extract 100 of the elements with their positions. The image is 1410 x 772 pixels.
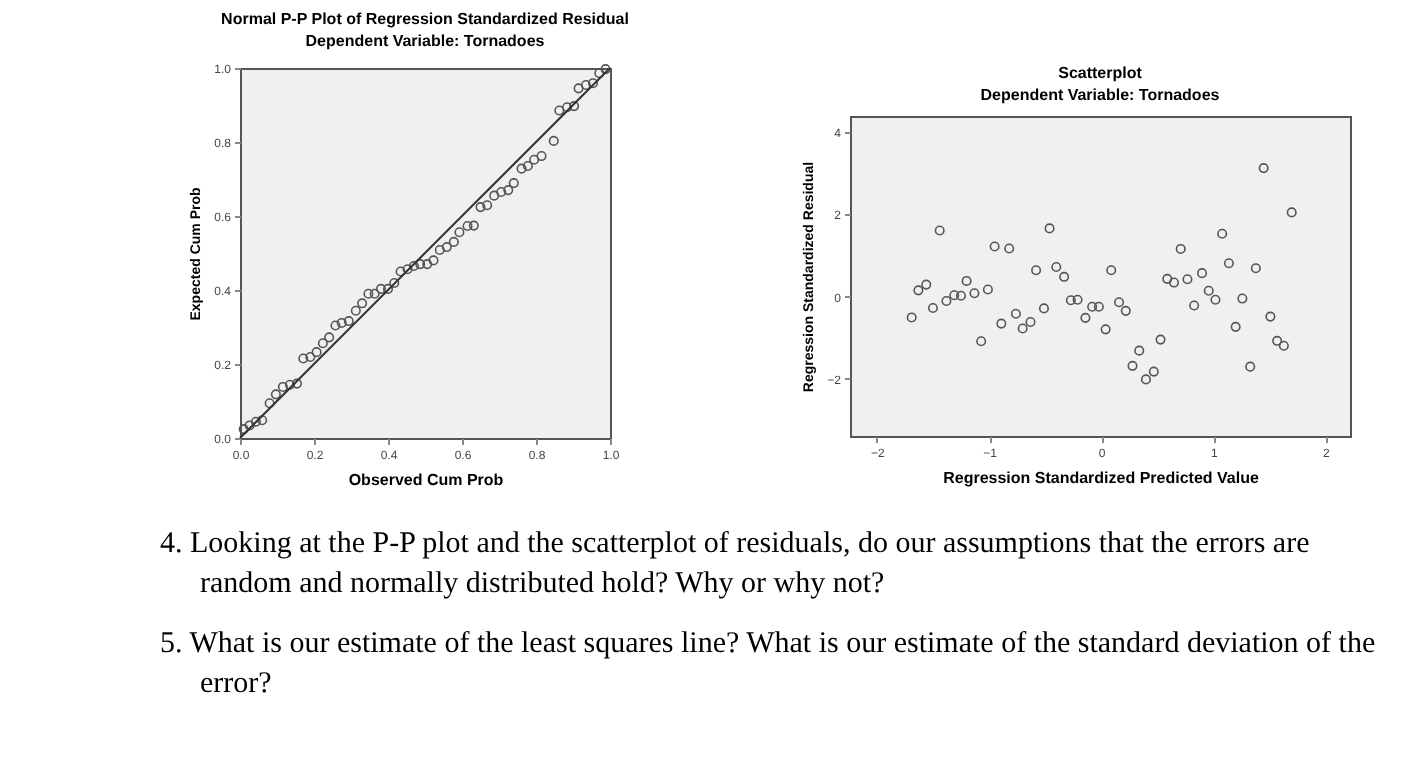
point xyxy=(277,381,288,392)
point xyxy=(996,318,1007,329)
point xyxy=(600,64,611,75)
point xyxy=(906,312,917,323)
point xyxy=(1114,297,1125,308)
point xyxy=(291,378,303,389)
point xyxy=(415,259,426,270)
point xyxy=(1031,265,1042,276)
point xyxy=(244,420,255,431)
point xyxy=(982,284,993,295)
point xyxy=(1072,294,1083,305)
point xyxy=(1140,374,1152,385)
point xyxy=(548,135,559,146)
point xyxy=(462,220,473,232)
point xyxy=(343,316,354,327)
point xyxy=(949,290,960,301)
chart-title: Normal P-P Plot of Regression Standardized Residual xyxy=(221,9,629,28)
point xyxy=(934,225,945,236)
point xyxy=(1189,300,1200,311)
point xyxy=(475,202,486,213)
point xyxy=(1250,263,1261,274)
point xyxy=(1245,361,1256,372)
point xyxy=(468,220,479,231)
point xyxy=(298,353,309,364)
point xyxy=(1175,243,1186,254)
point xyxy=(1217,228,1228,239)
x-axis-title: Regression Standardized Predicted Value xyxy=(943,469,1260,487)
point xyxy=(1278,340,1289,351)
point xyxy=(1265,311,1276,322)
chart-title: Scatterplot xyxy=(1058,64,1143,82)
point xyxy=(516,163,527,174)
point xyxy=(317,338,328,349)
point xyxy=(1025,316,1036,327)
point xyxy=(1155,334,1166,345)
point xyxy=(1017,323,1028,334)
point xyxy=(1162,273,1173,284)
point xyxy=(496,186,507,197)
point xyxy=(1087,301,1098,312)
point xyxy=(311,347,322,358)
point xyxy=(1168,277,1180,288)
point xyxy=(264,398,275,409)
point xyxy=(1127,360,1138,371)
point xyxy=(448,236,459,247)
point xyxy=(422,259,433,270)
point xyxy=(1080,312,1091,323)
point xyxy=(554,105,565,116)
point xyxy=(1134,345,1145,356)
point xyxy=(961,275,972,286)
point xyxy=(955,290,967,301)
point xyxy=(1210,294,1221,305)
point xyxy=(375,283,387,294)
point xyxy=(441,242,452,253)
point xyxy=(927,302,938,314)
point xyxy=(324,332,335,343)
point xyxy=(1059,271,1070,282)
point xyxy=(580,79,591,91)
point xyxy=(1182,274,1193,285)
point xyxy=(976,336,987,347)
point xyxy=(503,185,514,196)
point xyxy=(434,245,445,256)
point xyxy=(1203,285,1214,296)
point xyxy=(330,320,341,331)
point xyxy=(336,317,347,328)
point xyxy=(395,266,406,277)
point xyxy=(402,264,413,275)
point xyxy=(1120,305,1131,316)
point xyxy=(408,260,419,271)
point xyxy=(1093,301,1104,312)
text: 5. What is our estimate of the least squares line? What is our estimate of the standard deviation of the error? xyxy=(160,626,1378,704)
point xyxy=(562,102,573,113)
point xyxy=(1038,303,1049,314)
point xyxy=(270,389,281,400)
point xyxy=(989,241,1000,252)
point xyxy=(454,227,465,238)
point xyxy=(569,101,580,112)
point xyxy=(305,351,316,362)
point xyxy=(1286,207,1297,218)
point xyxy=(508,178,519,189)
x-axis-title: Observed Cum Prob xyxy=(348,471,504,489)
point xyxy=(250,416,261,427)
point xyxy=(1237,293,1248,304)
chart-subtitle: Dependent Variable: Tornadoes xyxy=(305,31,546,50)
point xyxy=(363,288,374,299)
point xyxy=(350,305,361,316)
point xyxy=(529,154,540,165)
point xyxy=(257,415,268,426)
point xyxy=(587,78,599,89)
text: 4. Looking at the P-P plot and the scatterplot of residuals, do our assumptions that the errors are random and normally distributed hold? Why or why not? xyxy=(160,526,1312,604)
point xyxy=(482,200,493,211)
point xyxy=(369,288,380,299)
point xyxy=(1106,265,1117,276)
point xyxy=(1272,335,1283,346)
point xyxy=(522,161,533,172)
point xyxy=(941,295,952,307)
point xyxy=(1223,258,1234,269)
point xyxy=(382,283,394,294)
point xyxy=(573,83,584,94)
point xyxy=(1196,268,1208,279)
point xyxy=(1004,243,1015,254)
point xyxy=(1065,295,1076,306)
